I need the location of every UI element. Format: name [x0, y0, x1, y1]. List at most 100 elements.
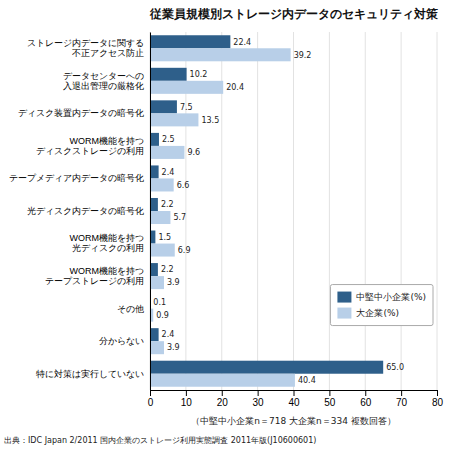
y-tick-label: 光ディスク内データの暗号化: [27, 206, 144, 216]
y-tick: テープメディア内データの暗号化: [9, 173, 150, 183]
x-tick-label: 20: [217, 397, 229, 408]
y-tick-label: ディスク装置内データの暗号化: [18, 108, 144, 118]
y-tick-label-line: テープメディア内データの暗号化: [9, 173, 144, 183]
y-tick-label-line: データセンターへの: [63, 71, 144, 81]
y-axis: ストレージ内データに関する不正アクセス防止データセンターへの入退出管理の厳格化デ…: [9, 33, 151, 391]
data-label: 1.5: [158, 233, 171, 242]
y-tick: WORM機能を持つディスクストレージの利用: [36, 136, 150, 156]
x-tick-mark: [150, 390, 151, 396]
x-tick-mark: [186, 390, 187, 396]
bar: [150, 244, 175, 257]
y-tick: 特に対策は実行していない: [36, 369, 150, 379]
legend-box: [330, 285, 433, 326]
grid-line: [329, 32, 330, 390]
grid-line: [150, 32, 151, 390]
legend-item: 中堅中小企業(%): [337, 292, 426, 303]
x-tick: 40: [288, 390, 300, 408]
x-tick: 50: [324, 390, 336, 408]
data-label: 2.2: [161, 265, 174, 274]
bar: [150, 374, 295, 387]
grid-line: [293, 32, 294, 390]
grid-line: [437, 32, 438, 390]
data-label: 2.4: [162, 330, 175, 339]
y-tick-label: 特に対策は実行していない: [36, 369, 144, 379]
bar: [150, 133, 159, 146]
legend: 中堅中小企業(%) 大企業(%): [330, 285, 433, 326]
x-tick-label: 0: [148, 397, 154, 408]
y-tick: データセンターへの入退出管理の厳格化: [63, 71, 150, 91]
bar: [150, 178, 174, 191]
grid-line: [401, 32, 402, 390]
x-tick-mark: [329, 390, 330, 396]
y-tick: 光ディスク内データの暗号化: [27, 206, 150, 216]
data-label: 10.2: [190, 70, 208, 79]
y-tick-label-line: WORM機能を持つ: [70, 266, 145, 276]
data-label: 13.5: [201, 116, 219, 125]
data-label: 2.5: [162, 135, 175, 144]
x-tick-mark: [258, 390, 259, 396]
bar: [150, 341, 164, 354]
x-axis: 01020304050607080: [148, 390, 444, 408]
y-tick-label-line: ディスクストレージの利用: [36, 146, 144, 156]
legend-label: 中堅中小企業(%): [356, 292, 426, 302]
x-axis-title: （中堅中小企業n＝718 大企業n＝334 複数回答）: [191, 416, 396, 426]
x-tick-mark: [294, 390, 295, 396]
y-tick-label: その他: [117, 304, 144, 314]
x-tick-mark: [222, 390, 223, 396]
data-label: 0.9: [156, 311, 169, 320]
bar: [150, 361, 383, 374]
y-tick-label: ストレージ内データに関する不正アクセス防止: [27, 38, 144, 58]
grid: [150, 32, 437, 390]
data-label: 3.9: [167, 343, 180, 352]
y-tick-label-line: WORM機能を持つ: [70, 233, 145, 243]
bar: [150, 146, 184, 159]
grid-line: [257, 32, 258, 390]
bar: [150, 68, 187, 81]
data-label: 7.5: [180, 103, 193, 112]
y-tick-label-line: WORM機能を持つ: [70, 136, 145, 146]
x-tick-label: 50: [324, 397, 336, 408]
y-tick: WORM機能を持つ光ディスクの利用: [70, 233, 151, 253]
x-tick-label: 80: [432, 397, 444, 408]
y-tick: ストレージ内データに関する不正アクセス防止: [27, 38, 150, 58]
x-tick: 80: [432, 390, 444, 408]
footnote: 出典：IDC Japan 2/2011 国内企業のストレージ利用実態調査 201…: [4, 436, 316, 445]
x-tick-label: 30: [253, 397, 265, 408]
x-tick-mark: [437, 390, 438, 396]
bar-series: [150, 48, 295, 386]
grid-line: [365, 32, 366, 390]
x-tick-label: 70: [396, 397, 408, 408]
y-tick-label-line: 光ディスク内データの暗号化: [27, 206, 144, 216]
bar: [150, 35, 230, 48]
x-tick: 20: [217, 390, 229, 408]
y-tick-label: WORM機能を持つテープストレージの利用: [45, 266, 144, 286]
y-tick: ディスク装置内データの暗号化: [18, 108, 150, 118]
y-tick: その他: [117, 304, 150, 314]
y-tick-label: 分からない: [99, 336, 144, 346]
y-tick-label-line: 光ディスクの利用: [72, 243, 144, 253]
x-tick-label: 40: [288, 397, 300, 408]
legend-item: 大企業(%): [337, 308, 399, 319]
data-label: 40.4: [298, 376, 316, 385]
data-label: 6.6: [177, 181, 190, 190]
plot: 22.410.27.52.52.42.21.52.20.12.465.039.2…: [9, 32, 443, 408]
legend-swatch: [337, 308, 351, 319]
x-tick-mark: [365, 390, 366, 396]
y-tick-label: WORM機能を持つ光ディスクの利用: [70, 233, 145, 253]
data-label: 3.9: [167, 278, 180, 287]
y-tick-label-line: 分からない: [99, 336, 144, 346]
data-label: 20.4: [226, 83, 244, 92]
bar: [150, 113, 198, 126]
bars: [150, 35, 383, 386]
y-tick-label: データセンターへの入退出管理の厳格化: [63, 71, 144, 91]
data-label: 2.4: [162, 168, 175, 177]
y-tick-label-line: 不正アクセス防止: [72, 48, 144, 58]
data-label: 0.1: [153, 298, 166, 307]
title: 従業員規模別ストレージ内データのセキュリティ対策: [149, 7, 439, 21]
y-tick-label: WORM機能を持つディスクストレージの利用: [36, 136, 144, 156]
y-tick-label-line: ストレージ内データに関する: [27, 38, 144, 48]
data-label: 39.2: [294, 51, 312, 60]
data-label: 2.2: [161, 200, 174, 209]
bar: [150, 165, 159, 178]
data-label: 6.9: [178, 246, 191, 255]
